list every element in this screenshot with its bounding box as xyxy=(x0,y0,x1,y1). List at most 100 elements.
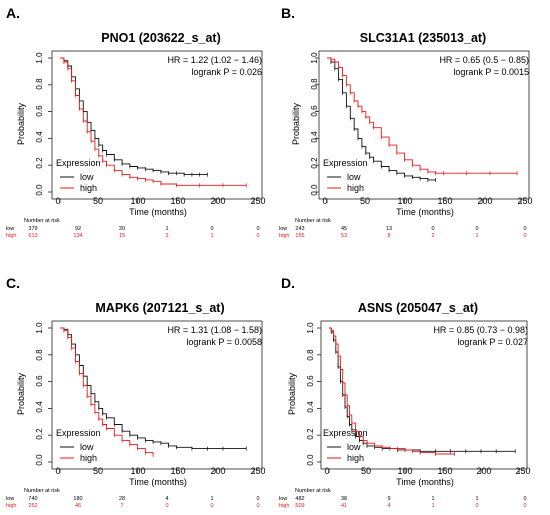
risk-count-high: 3 xyxy=(165,233,168,239)
y-tick-label: 0.0 xyxy=(35,454,44,466)
x-tick-label: 250 xyxy=(250,196,265,206)
panel-c: C. MAPK6 (207121_s_at) Probability 0.0 0… xyxy=(6,275,266,509)
hr-annotation: HR = 0.85 (0.73 − 0.98) xyxy=(433,325,528,335)
legend-title: Expression xyxy=(323,158,368,168)
y-tick-label: 0.6 xyxy=(35,105,44,117)
legend-entry-low: low xyxy=(80,172,94,182)
chart-title: MAPK6 (207121_s_at) xyxy=(95,301,224,315)
risk-row-label-high: high xyxy=(6,233,16,239)
legend-title: Expression xyxy=(56,428,101,438)
risk-count-low: 45 xyxy=(341,226,347,232)
risk-count-high: 613 xyxy=(28,233,37,239)
risk-count-low: 13 xyxy=(386,226,392,232)
legend-entry-high: high xyxy=(347,183,364,193)
risk-count-high: 8 xyxy=(387,233,390,239)
y-tick-label: 0.6 xyxy=(35,375,44,387)
risk-row-label-high: high xyxy=(279,233,289,239)
chart-title: SLC31A1 (235013_at) xyxy=(360,31,486,45)
y-tick-label: 0.4 xyxy=(310,131,319,143)
risk-table-title: Number at risk xyxy=(295,488,331,494)
x-tick-label: 150 xyxy=(437,196,452,206)
risk-count-low: 0 xyxy=(523,496,526,502)
y-axis-label: Probability xyxy=(291,102,301,145)
risk-count-low: 1 xyxy=(210,496,213,502)
survival-curve-low xyxy=(327,57,436,181)
risk-count-high: 509 xyxy=(295,503,304,509)
plot-frame xyxy=(318,50,530,200)
y-tick-label: 0.0 xyxy=(306,454,315,466)
risk-count-high: 0 xyxy=(165,503,168,509)
risk-count-high: 0 xyxy=(210,503,213,509)
y-tick-label: 0.2 xyxy=(306,428,315,440)
risk-table-title: Number at risk xyxy=(24,218,60,224)
risk-count-high: 2 xyxy=(431,233,434,239)
risk-table-title: Number at risk xyxy=(24,488,60,494)
legend-entry-low: low xyxy=(347,172,361,182)
x-tick-label: 0 xyxy=(55,466,60,476)
y-tick-label: 0.4 xyxy=(35,401,44,413)
y-tick-label: 0.8 xyxy=(310,78,319,90)
risk-count-low: 379 xyxy=(28,226,37,232)
x-tick-label: 250 xyxy=(517,196,532,206)
x-tick-label: 150 xyxy=(170,196,185,206)
risk-count-low: 180 xyxy=(73,496,82,502)
risk-count-low: 740 xyxy=(28,496,37,502)
panel-label: A. xyxy=(6,5,20,21)
risk-count-high: 0 xyxy=(523,233,526,239)
x-axis-label: Time (months) xyxy=(396,477,454,487)
y-tick-label: 0.8 xyxy=(306,349,315,361)
y-tick-label: 0.2 xyxy=(310,157,319,169)
x-tick-label: 200 xyxy=(210,196,225,206)
risk-row-label-low: low xyxy=(6,496,14,502)
y-axis-label: Probability xyxy=(287,372,297,415)
risk-count-high: 0 xyxy=(256,233,259,239)
y-tick-label: 0.0 xyxy=(35,184,44,196)
risk-count-high: 0 xyxy=(523,503,526,509)
risk-count-high: 1 xyxy=(210,233,213,239)
legend-entry-low: low xyxy=(347,442,361,452)
risk-count-low: 4 xyxy=(165,496,168,502)
risk-count-low: 0 xyxy=(475,226,478,232)
panel-a: A. PNO1 (203622_s_at) Probability 0.0 0.… xyxy=(6,5,266,239)
legend-entry-high: high xyxy=(80,183,97,193)
plot-frame xyxy=(51,320,263,470)
y-tick-label: 0.8 xyxy=(35,349,44,361)
plot-frame xyxy=(320,320,528,470)
x-tick-label: 50 xyxy=(360,196,370,206)
risk-row-label-low: low xyxy=(6,226,14,232)
risk-count-high: 252 xyxy=(28,503,37,509)
risk-count-low: 9 xyxy=(387,496,390,502)
x-tick-label: 0 xyxy=(322,196,327,206)
risk-count-low: 28 xyxy=(119,496,125,502)
y-tick-label: 0.4 xyxy=(35,131,44,143)
risk-count-low: 243 xyxy=(295,226,304,232)
x-tick-label: 250 xyxy=(250,466,265,476)
risk-count-high: 0 xyxy=(256,503,259,509)
x-tick-label: 150 xyxy=(170,466,185,476)
y-tick-label: 0.4 xyxy=(306,401,315,413)
logrank-annotation: logrank P = 0.027 xyxy=(457,337,528,347)
risk-count-high: 1 xyxy=(475,233,478,239)
risk-count-high: 1 xyxy=(431,503,434,509)
x-tick-label: 0 xyxy=(55,196,60,206)
panel-b: B. SLC31A1 (235013_at) Probability 0.0 0… xyxy=(279,5,533,239)
logrank-annotation: logrank P = 0.0015 xyxy=(453,67,529,77)
risk-count-high: 4 xyxy=(387,503,390,509)
risk-count-high: 46 xyxy=(75,503,81,509)
chart-title: ASNS (205047_s_at) xyxy=(358,301,478,315)
legend-title: Expression xyxy=(56,158,101,168)
risk-count-low: 1 xyxy=(431,496,434,502)
panel-label: D. xyxy=(281,275,295,291)
x-tick-label: 50 xyxy=(361,466,371,476)
risk-count-low: 1 xyxy=(475,496,478,502)
y-tick-label: 0.2 xyxy=(35,428,44,440)
y-tick-label: 0.8 xyxy=(35,78,44,90)
logrank-annotation: logrank P = 0.0058 xyxy=(186,337,262,347)
x-axis-label: Time (months) xyxy=(129,207,187,217)
y-tick-label: 0.6 xyxy=(306,375,315,387)
risk-count-low: 0 xyxy=(431,226,434,232)
y-tick-label: 0.6 xyxy=(310,105,319,117)
legend-entry-low: low xyxy=(80,442,94,452)
legend-title: Expression xyxy=(323,428,368,438)
risk-row-label-high: high xyxy=(279,503,289,509)
